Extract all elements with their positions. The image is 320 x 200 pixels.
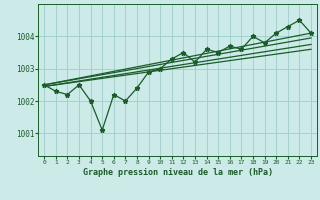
- X-axis label: Graphe pression niveau de la mer (hPa): Graphe pression niveau de la mer (hPa): [83, 168, 273, 177]
